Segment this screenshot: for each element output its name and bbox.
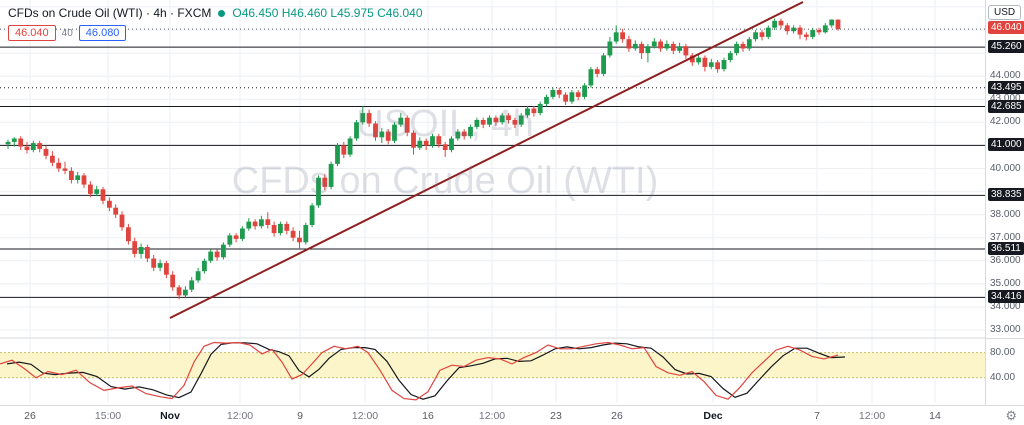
time-tick-label: 7: [814, 410, 820, 422]
ohlc-readout: O46.450 H46.460 L45.975 C46.040: [232, 6, 423, 20]
time-tick-label: 12:00: [351, 410, 379, 422]
market-status-icon: [218, 9, 226, 17]
level-price-label: 43.495: [988, 80, 1024, 94]
symbol-legend: CFDs on Crude Oil (WTI) · 4h · FXCM O46.…: [8, 6, 423, 41]
price-tick-label: 44.000: [990, 70, 1021, 82]
time-tick-label: 9: [297, 410, 303, 422]
current-price-label: 46.040: [988, 21, 1024, 35]
time-tick-label: Nov: [160, 410, 180, 422]
time-tick-label: 12:00: [226, 410, 254, 422]
level-price-label: 38.835: [988, 188, 1024, 202]
time-tick-label: 14: [929, 410, 941, 422]
time-tick-label: 12:00: [858, 410, 886, 422]
time-tick-label: 26: [24, 410, 36, 422]
time-tick-label: 12:00: [478, 410, 506, 422]
price-axis[interactable]: 44.000 43.000 42.000 40.000 38.000 37.000 36.0…: [985, 0, 1024, 405]
symbol-title[interactable]: CFDs on Crude Oil (WTI) · 4h · FXCM: [8, 6, 212, 20]
time-tick-label: 16: [422, 410, 434, 422]
settings-gear-icon[interactable]: ⚙: [1005, 408, 1017, 423]
price-tick-label: 34.000: [990, 301, 1021, 312]
price-tick-label: 43.000: [990, 93, 1021, 105]
price-tick-label: 36.000: [990, 254, 1021, 266]
time-axis[interactable]: ⚙ 26 15:00 Nov 12:00 9 12:00 16 12:00 23 26 Dec 7 12…: [0, 405, 1024, 425]
price-tick-label: 37.000: [990, 231, 1021, 243]
price-tick-label: 42.000: [990, 116, 1021, 128]
legend-title-row: CFDs on Crude Oil (WTI) · 4h · FXCM O46.…: [8, 6, 423, 20]
level-price-label: 36.511: [988, 242, 1024, 255]
spread-value: 40: [61, 27, 73, 39]
price-tick-label: 35.000: [990, 277, 1021, 289]
level-price-label: 45.260: [988, 40, 1024, 54]
level-price-label: 41.000: [988, 138, 1024, 152]
currency-toggle[interactable]: USD: [988, 5, 1022, 20]
time-tick-label: Dec: [703, 410, 723, 422]
level-price-label: 34.416: [988, 290, 1024, 304]
price-tick-label: 33.000: [990, 324, 1021, 335]
price-tick-label: 40.000: [990, 162, 1021, 174]
time-tick-label: 23: [550, 410, 562, 422]
time-tick-label: 26: [611, 410, 623, 422]
oscillator-tick-label: 80.00: [990, 346, 1016, 358]
price-tick-label: 38.000: [990, 208, 1021, 220]
time-tick-label: 15:00: [94, 410, 122, 422]
price-chart-canvas[interactable]: [0, 0, 985, 405]
pane-divider: [986, 338, 1024, 339]
level-price-label: 42.685: [988, 99, 1024, 113]
sell-price-button[interactable]: 46.040: [8, 25, 56, 41]
buy-price-button[interactable]: 46.080: [78, 25, 127, 41]
bid-ask-row: 46.040 40 46.080: [8, 25, 423, 41]
oscillator-tick-label: 40.00: [990, 371, 1016, 383]
